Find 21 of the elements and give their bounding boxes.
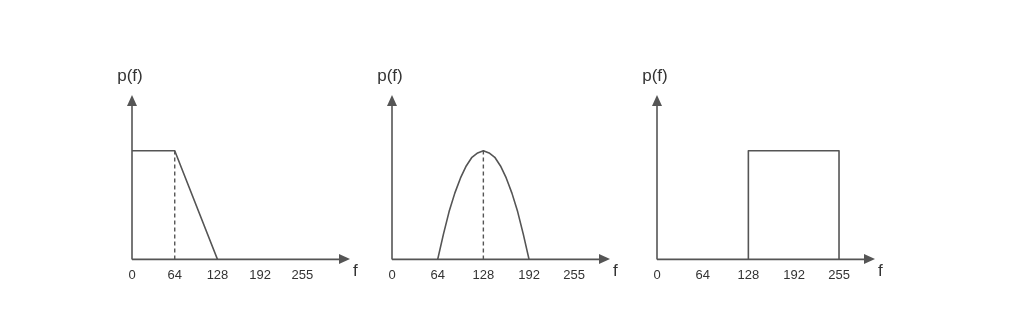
y-axis-title: p(f) (117, 66, 143, 86)
x-tick-label: 128 (737, 266, 760, 282)
x-tick-label: 255 (828, 266, 850, 282)
x-tick-label: 0 (388, 266, 396, 282)
x-tick-label: 255 (291, 266, 314, 282)
x-tick-label: 192 (518, 266, 540, 282)
x-tick-label: 128 (206, 266, 229, 282)
x-axis-title: f (353, 261, 358, 281)
x-tick-label: 0 (128, 266, 136, 282)
x-tick-label: 0 (653, 266, 661, 282)
x-tick-label: 192 (783, 266, 805, 282)
x-tick-label: 64 (430, 266, 445, 282)
y-axis-title: p(f) (377, 66, 403, 86)
x-tick-label: 64 (167, 266, 182, 282)
y-axis-title: p(f) (642, 66, 668, 86)
x-tick-label: 192 (249, 266, 272, 282)
x-axis-title: f (613, 261, 618, 281)
x-axis-title: f (878, 261, 883, 281)
x-tick-label: 255 (563, 266, 585, 282)
x-tick-label: 64 (695, 266, 710, 282)
x-tick-label: 128 (472, 266, 495, 282)
